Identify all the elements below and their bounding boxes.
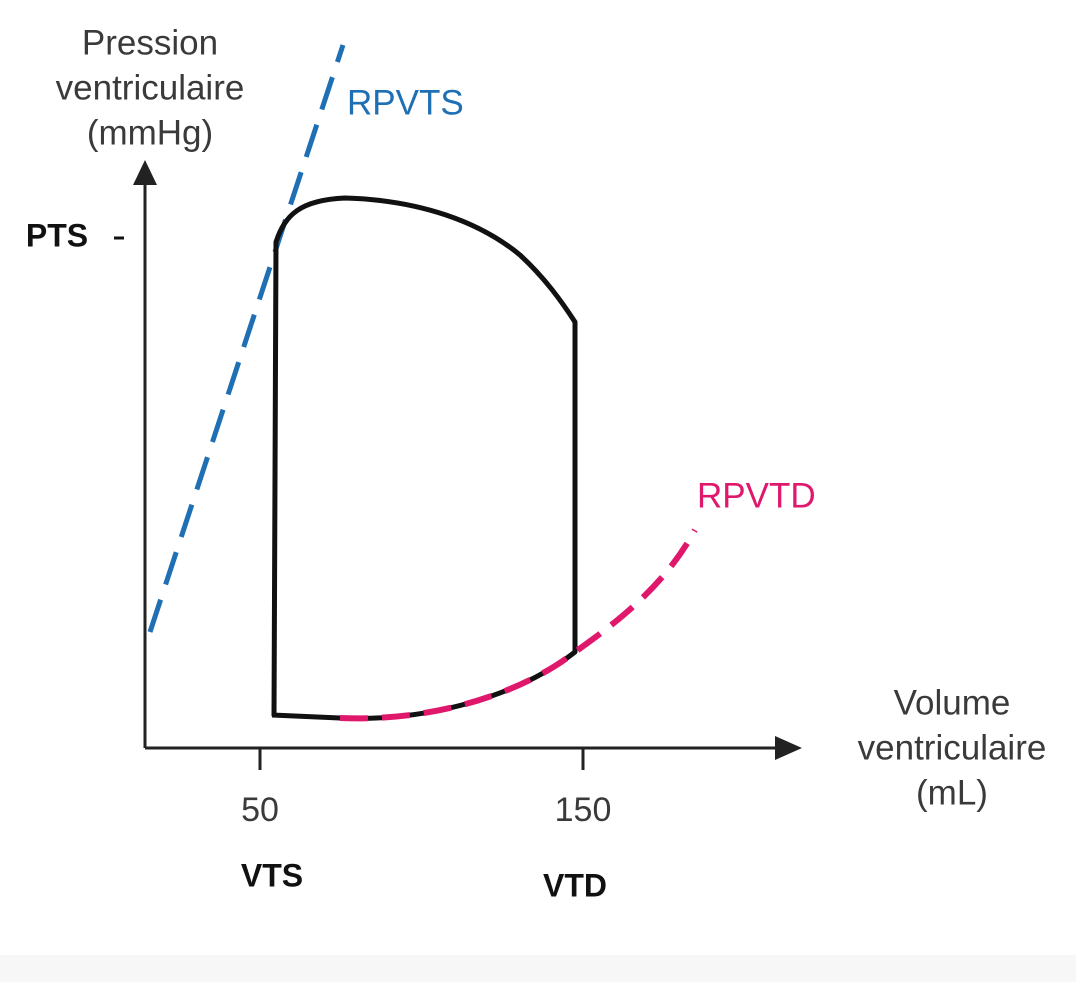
x-tick-name: VTD bbox=[543, 867, 607, 903]
rpvts-label: RPVTS bbox=[347, 83, 464, 122]
pv-loop bbox=[271, 195, 578, 721]
y-marker-label: PTS bbox=[26, 217, 88, 253]
x-axis-arrow bbox=[775, 736, 802, 760]
x-axis-label: ventriculaire bbox=[858, 728, 1047, 767]
bottom-band bbox=[0, 955, 1076, 982]
x-tick-name: VTS bbox=[241, 857, 303, 893]
rpvtd-curve bbox=[339, 528, 698, 722]
y-axis-label: Pression bbox=[82, 23, 218, 62]
x-tick-label: 50 bbox=[241, 791, 279, 829]
x-tick-label: 150 bbox=[555, 791, 612, 829]
y-axis-arrow bbox=[133, 160, 157, 185]
rpvts-line bbox=[147, 44, 346, 633]
rpvtd-label: RPVTD bbox=[697, 476, 816, 515]
y-axis-label: (mmHg) bbox=[87, 113, 213, 152]
y-axis-label: ventriculaire bbox=[56, 68, 245, 107]
x-axis-label: Volume bbox=[894, 683, 1011, 722]
x-axis-label: (mL) bbox=[916, 773, 988, 812]
